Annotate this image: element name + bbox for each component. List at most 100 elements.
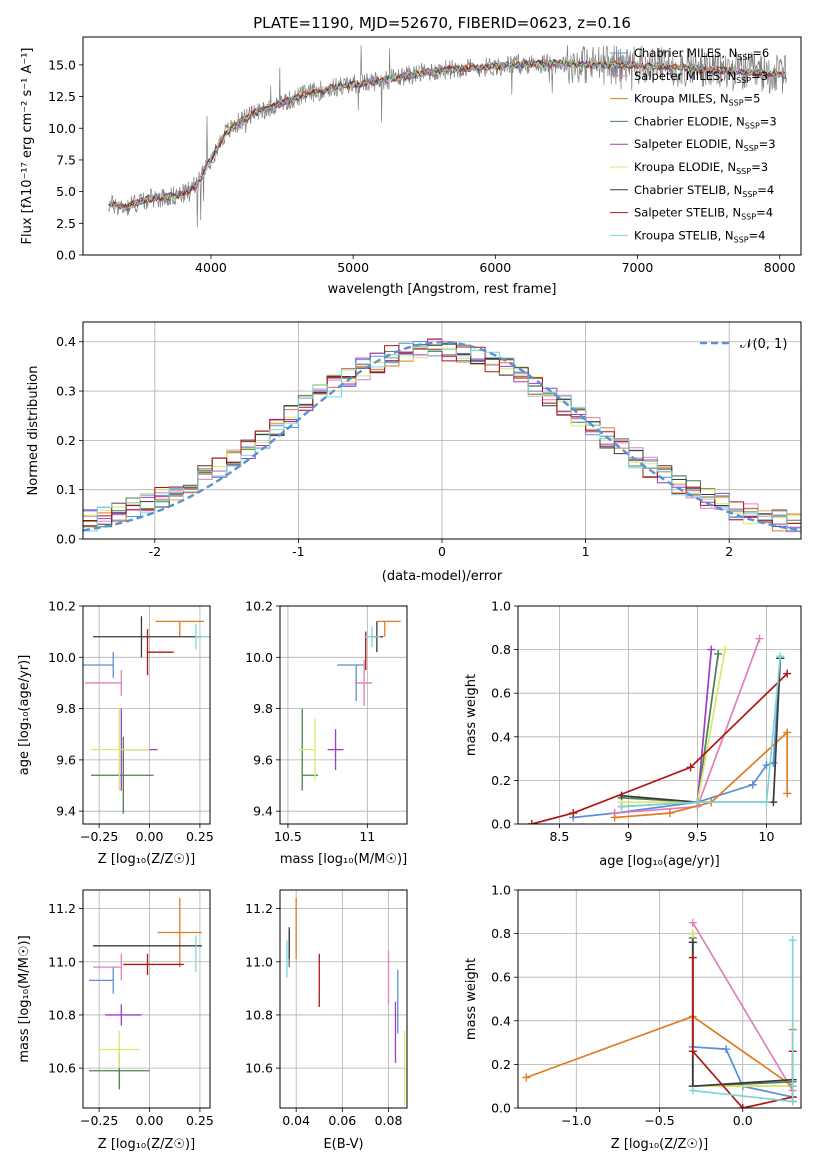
point-salpeter_miles xyxy=(354,659,373,707)
y-tick-label: 10.8 xyxy=(245,1007,273,1022)
weight-marker-kroupa_miles xyxy=(665,809,674,818)
x-tick-label: 9 xyxy=(624,829,632,844)
mass_vs_ebv-axes: 0.04 0.06 0.08 10.6 10.8 11.0 11.2 E(B-V) xyxy=(245,889,408,1152)
point-chabrier_elodie xyxy=(91,736,154,814)
x-axis-label: mass [log₁₀(M/M☉)] xyxy=(280,852,407,867)
weight-marker-chabrier_stelib xyxy=(688,938,697,947)
x-tick-label: 0.00 xyxy=(136,1113,164,1128)
axes-frame xyxy=(82,321,802,540)
y-tick-label: 9.4 xyxy=(253,804,273,819)
weight-marker-kroupa_stelib xyxy=(788,936,797,945)
histogram-chabrier_stelib xyxy=(83,342,801,527)
histogram-kroupa_stelib xyxy=(83,346,801,532)
x-tick-label: 0.04 xyxy=(282,1113,310,1128)
legend-label-chabrier_stelib: Chabrier STELIB, NSSP=4 xyxy=(634,183,774,199)
y-tick-label: 9.6 xyxy=(56,752,76,767)
weight-marker-salpeter_elodie xyxy=(707,645,716,654)
y-tick-label: 10.6 xyxy=(48,1061,76,1076)
y-tick-label: 0.0 xyxy=(491,817,511,832)
mass_weight_vs_Z-marks xyxy=(522,918,797,1108)
x-tick-label: 10 xyxy=(759,829,775,844)
weight-marker-kroupa_stelib xyxy=(617,802,626,811)
weight-marker-salpeter_stelib xyxy=(688,1047,697,1056)
y-tick-label: 0.8 xyxy=(491,926,511,941)
x-tick-label: −1.0 xyxy=(561,1113,591,1128)
legend-label-salpeter_elodie: Salpeter ELODIE, NSSP=3 xyxy=(634,137,776,153)
x-tick-label: 1 xyxy=(582,544,590,559)
weight-marker-kroupa_stelib xyxy=(688,1086,697,1095)
x-tick-label: 6000 xyxy=(479,260,511,275)
x-tick-label: 8.5 xyxy=(549,829,569,844)
weight-marker-salpeter_stelib xyxy=(569,809,578,818)
legend-label-salpeter_miles: Salpeter MILES, NSSP=3 xyxy=(634,69,768,85)
point-salpeter_stelib xyxy=(146,629,174,676)
y-tick-label: 10.8 xyxy=(48,1007,76,1022)
mass_weight_vs_Z-plot-area xyxy=(518,889,801,1109)
y-tick-label: 0.6 xyxy=(491,686,511,701)
y-tick-label: 10.2 xyxy=(48,599,76,614)
y-tick-label: 12.5 xyxy=(48,89,76,104)
age_vs_Z-axes: −0.25 0.00 0.25 9.4 9.6 9.8 10.0 10.2 Z [log₁₀(Z… xyxy=(17,599,214,868)
weight-line-chabrier_miles xyxy=(573,658,782,819)
y-tick-label: 0.0 xyxy=(56,532,76,547)
x-tick-label: 11 xyxy=(359,829,375,844)
y-tick-label: 0.0 xyxy=(56,248,76,263)
weight-line-salpeter_miles xyxy=(614,638,761,814)
age_vs_Z-marks xyxy=(83,616,210,814)
y-tick-label: 0.6 xyxy=(491,970,511,985)
weight-marker-kroupa_elodie xyxy=(688,929,697,938)
mass_weight_vs_Z-axes: −1.0 −0.5 0.0 0.0 0.2 0.4 0.6 0.8 1.0 Z [log₁₀(Z/… xyxy=(464,883,802,1152)
point-chabrier_miles xyxy=(83,652,114,678)
weight-marker-kroupa_miles xyxy=(783,789,792,798)
legend-label-chabrier_elodie: Chabrier ELODIE, NSSP=3 xyxy=(634,114,777,130)
x-tick-label: -1 xyxy=(292,544,304,559)
y-tick-label: 1.0 xyxy=(491,599,511,614)
point-kroupa_stelib xyxy=(195,623,210,650)
y-tick-label: 10.6 xyxy=(245,1061,273,1076)
weight-marker-chabrier_elodie xyxy=(714,649,723,658)
chart-title: PLATE=1190, MJD=52670, FIBERID=0623, z=0… xyxy=(253,14,631,32)
x-tick-label: 0.00 xyxy=(136,829,164,844)
x-tick-label: 5000 xyxy=(337,260,369,275)
y-tick-label: 9.4 xyxy=(56,804,76,819)
x-tick-label: -2 xyxy=(149,544,161,559)
y-tick-label: 0.1 xyxy=(56,482,76,497)
y-tick-label: 11.0 xyxy=(245,954,273,969)
age_vs_mass-marks xyxy=(299,620,401,791)
legend-label-salpeter_stelib: Salpeter STELIB, NSSP=4 xyxy=(634,206,773,222)
x-axis-label: Z [log₁₀(Z/Z☉)] xyxy=(611,1137,708,1152)
y-tick-label: 11.0 xyxy=(48,954,76,969)
mass_vs_Z-axes: −0.25 0.00 0.25 10.6 10.8 11.0 11.2 Z [log₁₀(Z/… xyxy=(17,889,214,1152)
point-kroupa_elodie xyxy=(99,1030,140,1069)
x-axis-label: (data-model)/error xyxy=(382,569,503,584)
x-tick-label: 0.08 xyxy=(375,1113,403,1128)
weight-marker-salpeter_stelib xyxy=(686,763,695,772)
residuals-marks xyxy=(83,338,801,533)
point-kroupa_miles xyxy=(155,620,204,637)
histogram-salpeter_stelib xyxy=(83,345,801,527)
axes-frame xyxy=(82,36,802,256)
weight-marker-chabrier_stelib xyxy=(769,798,778,807)
y-tick-label: 5.0 xyxy=(56,184,76,199)
y-tick-label: 0.2 xyxy=(491,773,511,788)
x-tick-label: 0.25 xyxy=(186,1113,214,1128)
legend-label-kroupa_miles: Kroupa MILES, NSSP=5 xyxy=(634,92,760,108)
y-tick-label: 10.0 xyxy=(48,650,76,665)
x-axis-label: E(B-V) xyxy=(323,1137,363,1152)
x-tick-label: 2 xyxy=(725,544,733,559)
spectrum-axes: 4000 5000 6000 7000 8000 0.0 2.5 5.0 7.5 10.0 12.5… xyxy=(20,36,802,297)
y-tick-label: 10.0 xyxy=(48,121,76,136)
spectrum-legend: Chabrier MILES, NSSP=6 Salpeter MILES, NS… xyxy=(610,46,777,244)
y-tick-label: 0.3 xyxy=(56,384,76,399)
weight-marker-kroupa_stelib xyxy=(762,798,771,807)
normal-curve xyxy=(83,340,799,532)
weight-marker-chabrier_miles xyxy=(748,780,757,789)
axes-frame xyxy=(517,889,802,1109)
axes-frame xyxy=(82,889,211,1109)
weight-marker-kroupa_stelib xyxy=(776,652,785,661)
x-axis-label: age [log₁₀(age/yr)] xyxy=(599,854,720,869)
weight-marker-kroupa_elodie xyxy=(721,645,730,654)
weight-marker-kroupa_stelib xyxy=(788,1097,797,1106)
y-axis-label: mass weight xyxy=(464,674,479,756)
y-axis-label: mass weight xyxy=(464,958,479,1040)
